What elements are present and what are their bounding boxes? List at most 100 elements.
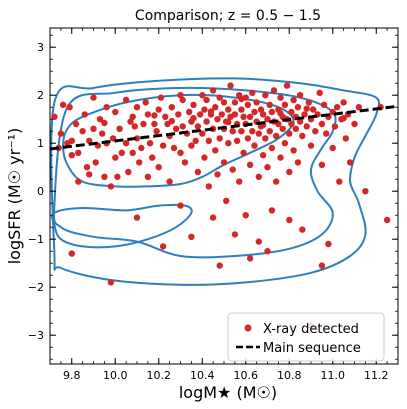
data-point [292,125,299,132]
data-point [170,144,178,152]
data-point [107,183,115,190]
y-tick-label: 1 [37,137,44,150]
data-point [144,173,152,180]
data-point [86,171,93,178]
data-point [146,140,154,147]
data-point [288,120,295,128]
data-point [340,115,347,122]
data-point [264,116,271,123]
data-point [68,152,76,159]
data-point [133,135,141,142]
data-point [238,106,245,113]
data-point [246,255,254,262]
data-point [90,125,97,132]
data-point [312,128,319,135]
data-point [216,262,223,269]
data-point [238,128,245,135]
data-point [251,142,258,149]
main-sequence-line [49,104,399,151]
data-point [225,140,232,147]
data-point [259,152,267,159]
data-point [155,164,162,171]
data-point [214,171,221,178]
data-point [268,207,276,214]
data-point [57,130,65,137]
data-point [244,135,252,142]
data-point [255,130,262,137]
y-tick-label: 3 [37,41,44,54]
data-point [207,108,215,115]
data-point [155,106,162,113]
legend-box [227,312,385,362]
data-point [244,101,252,109]
data-point [127,118,134,125]
data-point [92,159,99,166]
data-point [249,128,256,135]
data-point [90,94,97,101]
data-point [262,92,269,99]
data-point [96,116,104,123]
data-point [103,104,110,111]
data-point [168,104,175,111]
data-point [240,113,247,121]
data-point [188,142,195,149]
data-point [122,140,130,147]
data-point [75,149,82,156]
contour-level-1 [53,86,337,259]
contour-level-3 [51,203,193,249]
data-point [129,149,136,156]
data-point [199,130,206,137]
data-point [144,111,152,118]
data-point [266,128,273,135]
data-point [51,113,58,121]
x-tick-label: 10.6 [234,369,259,382]
data-point [194,123,202,130]
x-tick-label: 10.0 [103,369,128,382]
data-point [175,111,182,118]
data-point [190,101,197,109]
data-point [75,178,82,185]
data-point [140,120,147,128]
data-point [262,135,269,142]
data-point [231,231,239,238]
data-point [142,99,149,106]
data-point [333,104,341,111]
data-point [116,125,123,132]
data-point [299,132,306,140]
data-point [286,168,293,176]
data-point [133,214,141,221]
data-point [296,92,304,99]
data-point [301,111,308,118]
data-point [186,108,193,116]
legend-label-main-sequence: Main sequence [263,341,361,356]
data-point [205,137,212,144]
data-point [157,94,165,101]
data-point [220,159,228,166]
data-point [233,137,241,144]
data-point [286,216,293,224]
data-point [240,149,247,156]
data-point [303,105,310,112]
x-tick-label: 10.8 [277,369,302,382]
data-point [259,111,267,118]
data-point [99,130,106,137]
data-point [159,142,167,149]
data-point [231,99,239,106]
data-point [212,147,219,154]
data-point [216,135,223,142]
data-point [246,113,254,121]
data-point [201,106,208,113]
data-point [138,144,145,152]
data-point [59,101,67,109]
data-point [199,92,206,99]
y-axis-label: logSFR (M☉ yr⁻¹) [5,128,24,265]
data-point [225,106,232,113]
data-point [68,137,76,144]
data-point [286,130,293,137]
data-point [318,161,326,168]
data-point [151,112,158,119]
data-point [273,132,280,140]
x-tick-label: 11.2 [364,369,389,382]
data-point [188,233,195,240]
data-point [218,111,225,118]
